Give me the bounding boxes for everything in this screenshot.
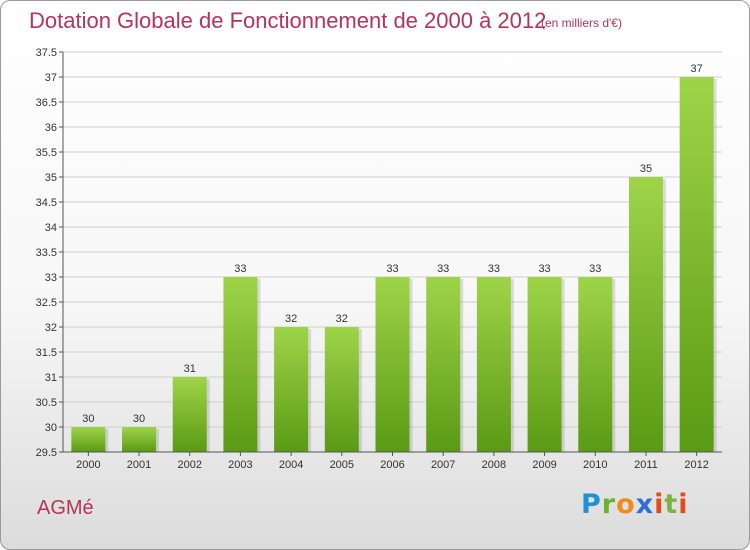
x-tick-label: 2009 [532, 459, 556, 471]
bar [628, 177, 663, 452]
logo-letter: i [654, 489, 665, 520]
labels: 29.5 30 30.5 31 31.5 32 32.5 33 33.5 34 34.5 35 35.5… [36, 47, 709, 471]
axes [59, 51, 722, 456]
bar [527, 277, 562, 452]
x-tick-label: 2010 [583, 459, 607, 471]
chart-title: Dotation Globale de Fonctionnement de 20… [29, 8, 547, 33]
data-label: 33 [589, 263, 601, 275]
bars [71, 77, 717, 452]
y-tick-label: 37.5 [36, 47, 57, 59]
logo-letter: r [601, 489, 617, 520]
bar [375, 277, 410, 452]
y-tick-label: 35 [45, 172, 57, 184]
x-tick-label: 2002 [177, 459, 201, 471]
x-tick-label: 2012 [684, 459, 708, 471]
x-tick-label: 2011 [634, 459, 658, 471]
y-tick-label: 37 [45, 72, 57, 84]
y-tick-label: 31 [45, 372, 57, 384]
logo-letter: o [616, 489, 636, 520]
chart-subtitle: (en milliers d'€) [541, 16, 622, 30]
bar [578, 277, 613, 452]
y-tick-label: 32 [45, 322, 57, 334]
bar [679, 77, 714, 452]
data-label: 35 [640, 163, 652, 175]
y-tick-label: 31.5 [36, 347, 57, 359]
x-tick-label: 2005 [330, 459, 354, 471]
data-label: 32 [336, 313, 348, 325]
y-tick-label: 29.5 [36, 447, 57, 459]
x-tick-label: 2007 [431, 459, 455, 471]
y-tick-label: 36 [45, 122, 57, 134]
x-tick-label: 2003 [228, 459, 252, 471]
data-label: 31 [184, 363, 196, 375]
y-tick-label: 35.5 [36, 147, 57, 159]
data-label: 33 [538, 263, 550, 275]
data-label: 33 [386, 263, 398, 275]
x-tick-label: 2004 [279, 459, 303, 471]
proxiti-logo[interactable]: Proxiti [581, 489, 689, 520]
bar [71, 427, 106, 452]
data-label: 33 [488, 263, 500, 275]
data-label: 37 [691, 63, 703, 75]
data-label: 32 [285, 313, 297, 325]
y-tick-label: 33 [45, 272, 57, 284]
data-label: 30 [133, 413, 145, 425]
x-tick-label: 2000 [76, 459, 100, 471]
bar [172, 377, 207, 452]
y-tick-label: 32.5 [36, 297, 57, 309]
bar [223, 277, 258, 452]
logo-letter: i [678, 489, 689, 520]
y-tick-label: 30.5 [36, 397, 57, 409]
bar [426, 277, 461, 452]
y-tick-label: 33.5 [36, 247, 57, 259]
logo-letter: x [635, 489, 655, 520]
bar [476, 277, 511, 452]
x-tick-label: 2001 [127, 459, 151, 471]
x-tick-label: 2006 [380, 459, 404, 471]
y-tick-label: 34.5 [36, 197, 57, 209]
bar [274, 327, 309, 452]
y-tick-label: 36.5 [36, 97, 57, 109]
y-tick-label: 34 [45, 222, 57, 234]
data-label: 33 [234, 263, 246, 275]
bar [122, 427, 157, 452]
logo-letter: t [664, 489, 679, 520]
data-label: 30 [82, 413, 94, 425]
data-label: 33 [437, 263, 449, 275]
logo-letter: P [581, 489, 602, 520]
y-tick-label: 30 [45, 422, 57, 434]
commune-name: AGMé [37, 497, 94, 519]
bar [324, 327, 359, 452]
x-tick-label: 2008 [482, 459, 506, 471]
